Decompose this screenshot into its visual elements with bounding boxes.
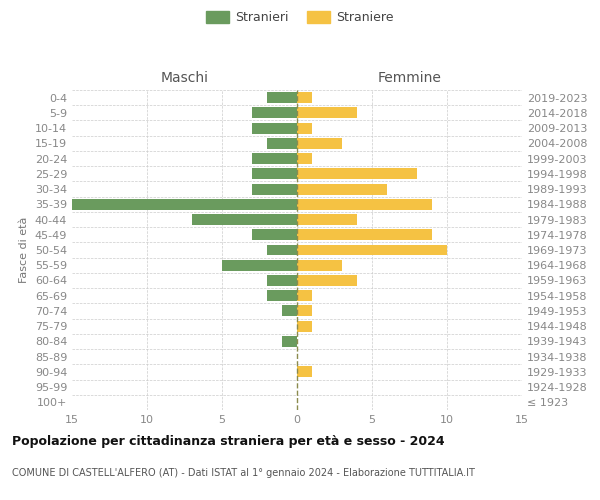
Text: Femmine: Femmine [377, 71, 442, 85]
Bar [297, 366, 312, 378]
Bar [252, 184, 297, 194]
Legend: Stranieri, Straniere: Stranieri, Straniere [202, 6, 398, 29]
Y-axis label: Fasce di età: Fasce di età [19, 217, 29, 283]
Bar [267, 244, 297, 256]
Y-axis label: Anni di nascita: Anni di nascita [598, 209, 600, 291]
Bar [297, 320, 312, 332]
Bar [267, 290, 297, 301]
Bar [297, 260, 342, 270]
Bar [252, 230, 297, 240]
Bar [222, 260, 297, 270]
Bar [282, 306, 297, 316]
Text: Maschi: Maschi [161, 71, 209, 85]
Bar [282, 336, 297, 347]
Bar [297, 306, 312, 316]
Text: Popolazione per cittadinanza straniera per età e sesso - 2024: Popolazione per cittadinanza straniera p… [12, 435, 445, 448]
Bar [252, 168, 297, 179]
Bar [297, 275, 357, 286]
Bar [297, 122, 312, 134]
Bar [297, 92, 312, 103]
Bar [252, 122, 297, 134]
Bar [267, 92, 297, 103]
Bar [297, 108, 357, 118]
Bar [297, 230, 432, 240]
Bar [297, 153, 312, 164]
Bar [72, 199, 297, 210]
Bar [297, 168, 417, 179]
Bar [252, 153, 297, 164]
Bar [267, 138, 297, 149]
Bar [297, 214, 357, 225]
Bar [297, 138, 342, 149]
Bar [267, 275, 297, 286]
Text: COMUNE DI CASTELL'ALFERO (AT) - Dati ISTAT al 1° gennaio 2024 - Elaborazione TUT: COMUNE DI CASTELL'ALFERO (AT) - Dati IST… [12, 468, 475, 477]
Bar [297, 290, 312, 301]
Bar [297, 244, 447, 256]
Bar [297, 199, 432, 210]
Bar [192, 214, 297, 225]
Bar [252, 108, 297, 118]
Bar [297, 184, 387, 194]
